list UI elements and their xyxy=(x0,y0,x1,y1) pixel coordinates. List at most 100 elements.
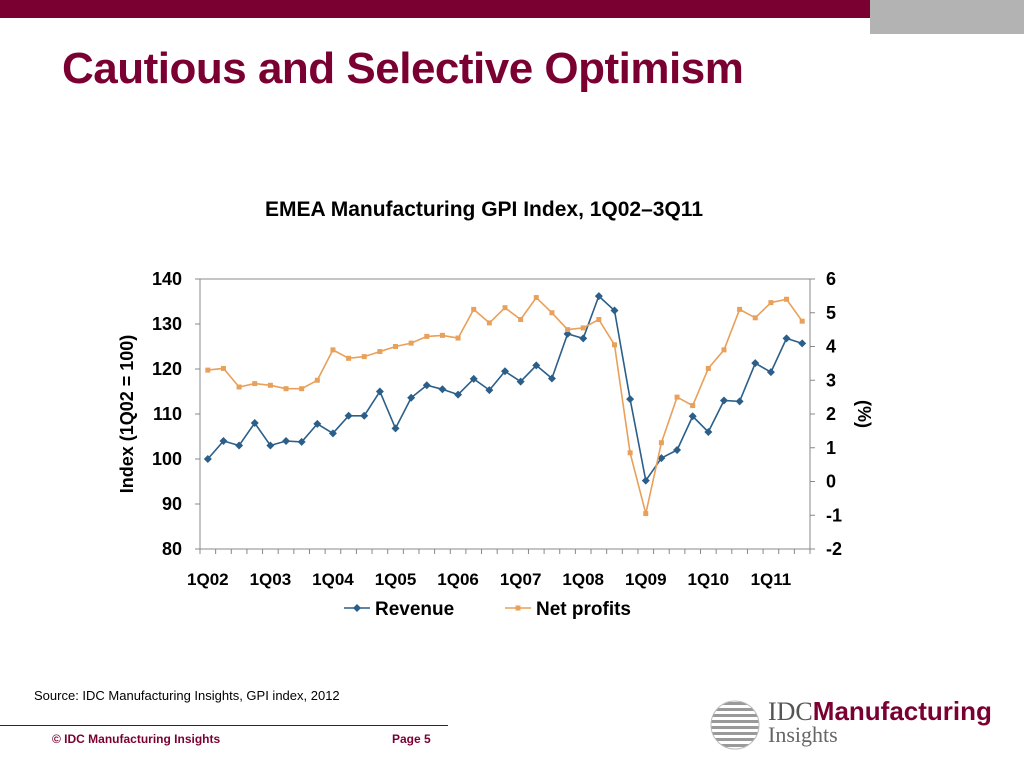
net-profits-point xyxy=(471,306,477,312)
net-profits-point xyxy=(643,511,649,517)
revenue-point xyxy=(422,381,431,390)
net-profits-point xyxy=(252,381,258,387)
y-right-tick-label: -1 xyxy=(826,505,842,525)
net-profits-point xyxy=(314,377,320,383)
net-profits-point xyxy=(705,365,711,371)
net-profits-line xyxy=(207,296,803,514)
net-profits-point xyxy=(439,332,445,338)
company-logo: IDCManufacturing Insights xyxy=(708,696,998,754)
x-tick-label: 1Q04 xyxy=(312,570,354,589)
revenue-point xyxy=(438,385,447,394)
y-right-tick-label: -2 xyxy=(826,539,842,559)
y-right-tick-label: 3 xyxy=(826,370,836,390)
net-profits-point xyxy=(502,305,508,311)
revenue-point xyxy=(610,306,619,315)
revenue-point xyxy=(250,419,259,427)
net-profits-point xyxy=(737,306,743,312)
revenue-point xyxy=(735,397,744,406)
net-profits-point xyxy=(596,317,602,322)
y-right-axis-title: (%) xyxy=(854,400,874,428)
y-left-axis-title: Index (1Q02 = 100) xyxy=(117,335,137,494)
net-profits-point xyxy=(674,394,680,400)
legend-net-profits-label: Net profits xyxy=(536,599,631,620)
net-profits-point xyxy=(393,344,399,349)
net-profits-point xyxy=(565,327,571,333)
x-tick-label: 1Q03 xyxy=(250,570,292,589)
revenue-point xyxy=(282,437,291,445)
legend-revenue-marker xyxy=(353,604,361,612)
revenue-point xyxy=(719,396,728,405)
net-profits-point xyxy=(768,300,774,306)
top-corner-block xyxy=(870,0,1024,34)
revenue-point xyxy=(688,412,697,421)
net-profits-point xyxy=(690,403,696,409)
net-profits-point xyxy=(784,296,790,302)
revenue-point xyxy=(673,446,682,454)
net-profits-point xyxy=(424,333,430,339)
revenue-point xyxy=(657,454,666,463)
y-right-tick-label: 6 xyxy=(826,269,836,289)
chart: EMEA Manufacturing GPI Index, 1Q02–3Q11 8… xyxy=(117,198,874,620)
net-profits-point xyxy=(611,342,617,348)
net-profits-point xyxy=(486,320,492,326)
revenue-point xyxy=(219,437,228,445)
slide-title: Cautious and Selective Optimism xyxy=(62,44,744,93)
net-profits-point xyxy=(205,367,211,373)
y-left-tick-label: 130 xyxy=(152,314,182,334)
y-left-tick-label: 120 xyxy=(152,359,182,379)
net-profits-point xyxy=(549,310,555,316)
net-profits-point xyxy=(533,295,539,301)
net-profits-point xyxy=(721,347,727,353)
net-profits-point xyxy=(799,318,805,324)
x-tick-label: 1Q02 xyxy=(187,570,229,589)
revenue-point xyxy=(391,424,400,433)
revenue-point xyxy=(782,334,791,343)
y-left-tick-label: 100 xyxy=(152,449,182,469)
x-tick-label: 1Q08 xyxy=(562,570,604,589)
revenue-point xyxy=(547,374,556,383)
net-profits-point xyxy=(283,386,289,392)
footer-copyright: © IDC Manufacturing Insights xyxy=(52,732,221,746)
revenue-point xyxy=(313,419,322,428)
revenue-point xyxy=(798,339,807,348)
revenue-point xyxy=(375,387,384,396)
plot-frame xyxy=(199,278,811,550)
x-tick-label: 1Q09 xyxy=(625,570,667,589)
revenue-point xyxy=(344,411,353,420)
revenue-point xyxy=(235,441,244,450)
x-tick-label: 1Q11 xyxy=(751,570,792,589)
net-profits-point xyxy=(408,340,414,346)
revenue-point xyxy=(266,441,275,450)
revenue-point xyxy=(203,455,212,463)
revenue-point xyxy=(704,428,713,436)
revenue-point xyxy=(532,361,541,370)
y-left-tick-label: 90 xyxy=(162,494,182,514)
source-note: Source: IDC Manufacturing Insights, GPI … xyxy=(34,688,340,703)
net-profits-point xyxy=(580,325,586,331)
net-profits-point xyxy=(330,347,336,353)
revenue-point xyxy=(751,359,760,368)
revenue-point xyxy=(360,411,369,420)
footer-divider xyxy=(0,725,448,726)
logo-wordmark: IDCManufacturing xyxy=(768,696,992,727)
net-profits-point xyxy=(346,355,352,361)
net-profits-point xyxy=(220,365,226,371)
y-left-tick-label: 80 xyxy=(162,539,182,559)
net-profits-point xyxy=(627,450,633,456)
revenue-point xyxy=(641,476,650,485)
y-left-tick-label: 140 xyxy=(152,269,182,289)
net-profits-point xyxy=(361,354,367,360)
y-left-tick-label: 110 xyxy=(153,404,182,424)
logo-prefix: IDC xyxy=(768,697,813,726)
y-right-tick-label: 0 xyxy=(826,472,836,492)
revenue-point xyxy=(594,292,603,301)
x-tick-label: 1Q05 xyxy=(375,570,417,589)
revenue-point xyxy=(485,386,494,395)
revenue-point xyxy=(516,377,525,386)
revenue-point xyxy=(501,367,509,376)
x-tick-label: 1Q07 xyxy=(500,570,542,589)
net-profits-point xyxy=(299,386,305,392)
revenue-point xyxy=(328,429,337,438)
legend-net-profits-marker xyxy=(515,605,521,611)
legend-revenue-label: Revenue xyxy=(375,599,454,620)
